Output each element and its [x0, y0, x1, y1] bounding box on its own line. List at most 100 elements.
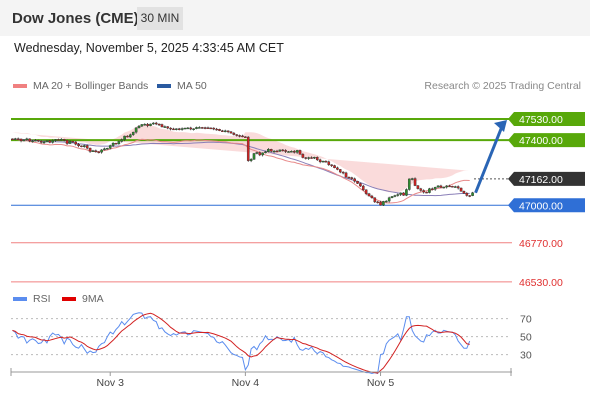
candle-body	[143, 123, 147, 126]
candle-body	[361, 185, 365, 191]
candle-body	[123, 135, 126, 140]
candle-body	[353, 178, 356, 182]
timeframe-badge[interactable]: 30 MIN	[137, 7, 183, 30]
candle-body	[71, 141, 75, 143]
candle-body	[356, 180, 359, 184]
level-tag-resistance	[508, 111, 585, 126]
candle-body	[195, 127, 198, 129]
candle-body	[169, 127, 172, 130]
candle-body	[390, 196, 394, 198]
candle-body	[261, 152, 264, 156]
candle-body	[338, 169, 342, 173]
candle-body	[445, 185, 448, 188]
candle-body	[448, 185, 451, 188]
candle-body	[379, 201, 382, 206]
candle-body	[465, 193, 469, 196]
candle-body	[315, 157, 319, 161]
candle-body	[166, 126, 170, 129]
candle-body	[39, 140, 43, 143]
candle-body	[269, 149, 273, 152]
candle-body	[396, 194, 400, 196]
candle-body	[451, 186, 454, 188]
rsi-legend-swatch	[13, 297, 27, 302]
candle-body	[146, 123, 149, 126]
candle-body	[419, 188, 423, 191]
candle-body	[45, 140, 49, 143]
candle-body	[229, 131, 233, 134]
candle-body	[77, 144, 80, 147]
candle-body	[57, 139, 60, 141]
candle-body	[235, 134, 239, 136]
candle-body	[272, 150, 276, 153]
level-label-resistance: 47400.00	[519, 135, 563, 147]
rsi-ma9-line	[12, 312, 470, 374]
ma50-line	[12, 138, 470, 197]
candle-body	[341, 171, 345, 174]
candle-body	[413, 178, 417, 186]
candle-body	[106, 148, 109, 150]
ma50-legend-label: MA 50	[177, 80, 207, 92]
candle-body	[364, 189, 368, 194]
candle-body	[310, 157, 313, 159]
level-label-target: 46530.00	[519, 277, 563, 289]
candle-body	[180, 128, 184, 130]
candle-body	[137, 125, 141, 129]
candle-body	[330, 164, 333, 166]
candle-body	[344, 172, 348, 178]
candle-body	[80, 145, 83, 148]
candle-body	[359, 183, 362, 187]
candle-body	[152, 122, 155, 125]
candle-body	[212, 127, 216, 130]
candle-body	[206, 127, 210, 129]
ma9-legend: 9MA	[62, 293, 104, 305]
candle-body	[347, 176, 351, 179]
ma20-legend-label: MA 20 + Bollinger Bands	[33, 80, 149, 92]
candle-body	[382, 201, 385, 206]
candle-body	[85, 145, 89, 149]
bollinger-layer	[12, 124, 470, 193]
candle-body	[387, 197, 391, 202]
candle-body	[108, 145, 112, 149]
candle-body	[241, 135, 244, 138]
moving-average-layer	[12, 138, 470, 204]
rsi-line	[12, 312, 471, 375]
candle-body	[428, 188, 431, 193]
candle-body	[252, 153, 256, 160]
candle-body	[456, 186, 460, 189]
candle-body	[278, 149, 282, 152]
candle-body	[399, 192, 402, 195]
candle-body	[384, 200, 388, 203]
candle-body	[402, 192, 405, 196]
candle-body	[114, 143, 118, 145]
rsi-tick-label: 30	[520, 350, 532, 362]
research-credit: Research © 2025 Trading Central	[424, 80, 581, 92]
candle-body	[246, 136, 250, 161]
level-label-current: 47162.00	[519, 174, 563, 186]
level-label-resistance: 47530.00	[519, 114, 563, 126]
candle-body	[25, 138, 29, 141]
ma9-legend-swatch	[62, 297, 76, 302]
candle-body	[468, 195, 471, 197]
candle-body	[333, 165, 336, 169]
candle-body	[54, 139, 57, 141]
candle-body	[321, 160, 325, 163]
candle-body	[410, 178, 414, 180]
ma20-line	[12, 138, 470, 204]
level-labels-layer: 47530.00 47400.00 47162.00 47000.00 46770.00…	[508, 111, 585, 289]
candle-body	[313, 157, 316, 159]
candle-body	[94, 150, 98, 153]
candle-body	[393, 195, 397, 197]
ma9-legend-label: 9MA	[82, 293, 104, 305]
candle-body	[209, 127, 213, 130]
candle-body	[175, 128, 178, 130]
rsi-legend-label: RSI	[33, 293, 51, 305]
candle-body	[462, 191, 466, 194]
candle-body	[177, 128, 181, 130]
rsi-legend: RSI	[13, 293, 51, 305]
candle-body	[292, 151, 296, 153]
projection-arrow-head	[494, 119, 507, 132]
level-tag-current	[508, 171, 585, 186]
candle-body	[65, 140, 69, 144]
x-axis-tick-label: Nov 4	[232, 377, 260, 389]
